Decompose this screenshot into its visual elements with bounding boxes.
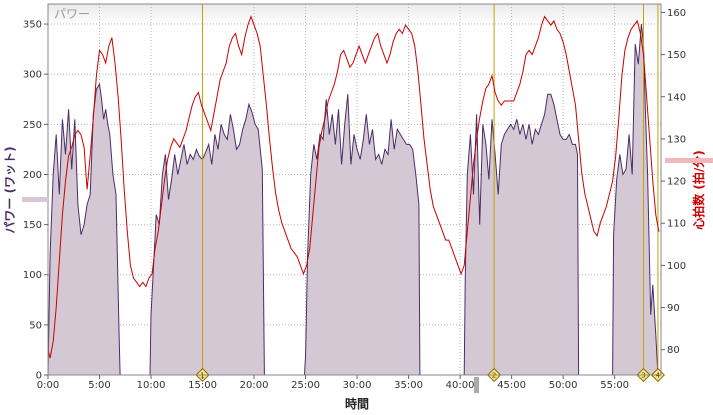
x-axis-marker <box>474 377 479 393</box>
right-tick-label: 150 <box>667 50 686 61</box>
left-axis-title: パワー (ワット) <box>3 146 17 233</box>
right-axis-average-marker <box>665 158 713 163</box>
right-tick-label: 140 <box>667 92 686 103</box>
left-tick-label: 100 <box>23 270 42 281</box>
x-axis-title: 時間 <box>345 396 369 411</box>
x-tick-label: 15:00 <box>188 380 217 391</box>
right-tick-label: 80 <box>667 345 680 356</box>
x-tick-label: 20:00 <box>240 380 269 391</box>
x-tick-label: 40:00 <box>446 380 475 391</box>
chart-title: パワー <box>54 7 90 21</box>
plot-frame <box>47 3 662 376</box>
right-tick-label: 100 <box>667 261 686 272</box>
x-tick-label: 5:00 <box>88 380 110 391</box>
left-tick-label: 0 <box>36 371 42 382</box>
plot-top-band <box>48 4 661 26</box>
x-tick-label: 25:00 <box>291 380 320 391</box>
x-axis-ticks: 0:00 5:00 10:00 15:00 20:00 25:00 30:00 35:00 40… <box>37 375 629 391</box>
left-axis-ticks: 0 50 100 150 200 250 300 350 <box>23 20 48 382</box>
x-tick-label: 10:00 <box>137 380 166 391</box>
left-tick-label: 50 <box>29 320 42 331</box>
right-axis-ticks: 80 90 100 110 120 130 140 150 160 <box>661 8 686 356</box>
left-axis-average-marker <box>22 197 48 202</box>
x-tick-label: 0:00 <box>37 380 59 391</box>
right-tick-label: 130 <box>667 134 686 145</box>
power-series <box>47 24 659 376</box>
power-line <box>47 24 659 376</box>
x-tick-label: 30:00 <box>343 380 372 391</box>
right-tick-label: 90 <box>667 303 680 314</box>
left-tick-label: 150 <box>23 220 42 231</box>
right-axis-title: 心拍数 (拍/分) <box>691 150 706 230</box>
left-tick-label: 250 <box>23 120 42 131</box>
heart-rate-line <box>47 15 660 359</box>
right-tick-label: 160 <box>667 8 686 19</box>
x-tick-label: 45:00 <box>497 380 526 391</box>
x-tick-label: 35:00 <box>394 380 423 391</box>
left-tick-label: 350 <box>23 20 42 31</box>
right-tick-label: 110 <box>667 219 686 230</box>
power-area <box>48 24 658 375</box>
x-tick-label: 55:00 <box>600 380 629 391</box>
x-tick-label: 50:00 <box>549 380 578 391</box>
left-tick-label: 200 <box>23 170 42 181</box>
right-tick-label: 120 <box>667 177 686 188</box>
heart-rate-series <box>47 15 660 359</box>
left-tick-label: 300 <box>23 70 42 81</box>
